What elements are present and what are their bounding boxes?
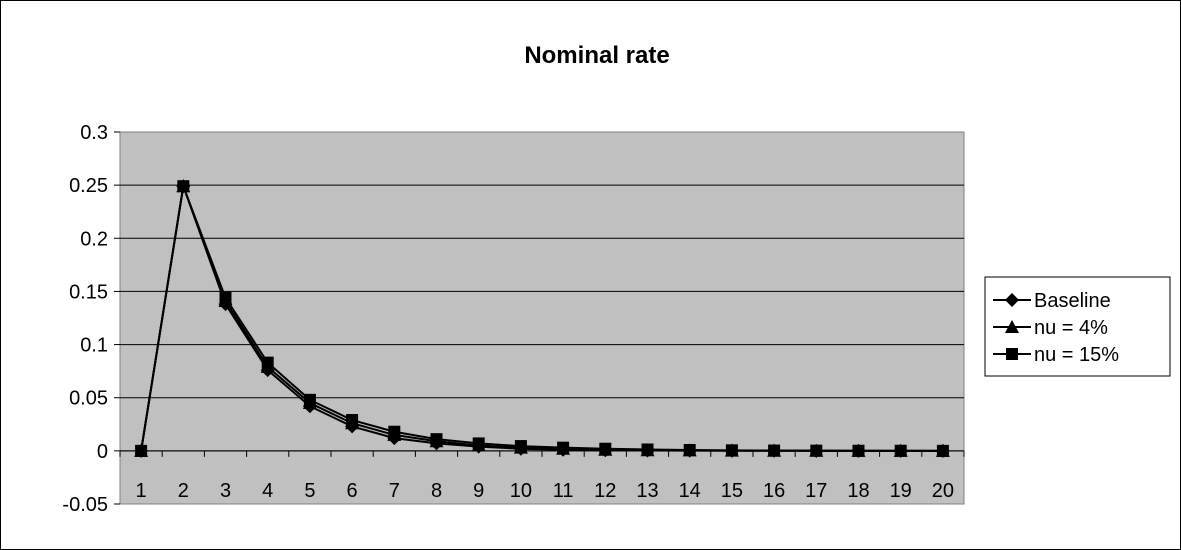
legend-entry: Baseline xyxy=(993,290,1111,312)
x-tick-label: 18 xyxy=(847,480,869,502)
y-tick-label: 0.1 xyxy=(80,335,108,357)
data-point xyxy=(936,444,949,457)
data-point xyxy=(430,433,443,446)
x-tick-label: 9 xyxy=(473,480,484,502)
series-3 xyxy=(135,180,949,457)
series-layer xyxy=(134,179,950,458)
x-tick-label: 10 xyxy=(510,480,532,502)
chart-title: Nominal rate xyxy=(524,42,669,69)
data-point xyxy=(810,444,823,457)
data-point xyxy=(303,393,316,406)
data-point xyxy=(683,444,696,457)
y-tick-label: 0.2 xyxy=(80,228,108,250)
y-tick-label: 0 xyxy=(97,441,108,463)
x-tick-label: 7 xyxy=(389,480,400,502)
y-tick-label: 0.3 xyxy=(80,122,108,144)
legend-entry: nu = 4% xyxy=(993,317,1108,339)
x-tick-label: 11 xyxy=(553,480,574,502)
legend-label: Baseline xyxy=(1034,290,1111,312)
x-tick-label: 13 xyxy=(636,480,658,502)
data-point xyxy=(472,437,485,450)
x-tick-label: 19 xyxy=(890,480,912,502)
data-point xyxy=(261,356,274,369)
y-tick-label: 0.25 xyxy=(69,175,108,197)
x-tick-label: 12 xyxy=(594,480,616,502)
legend-label: nu = 4% xyxy=(1034,317,1108,339)
y-tick-label: -0.05 xyxy=(62,494,108,516)
legend-marker xyxy=(1005,293,1019,307)
x-tick-label: 8 xyxy=(431,480,442,502)
data-point xyxy=(219,291,232,304)
x-tick-label: 5 xyxy=(304,480,315,502)
data-point xyxy=(599,442,612,455)
x-tick-label: 15 xyxy=(721,480,743,502)
x-tick-label: 1 xyxy=(136,480,147,502)
data-point xyxy=(135,444,148,457)
x-tick-label: 17 xyxy=(805,480,827,502)
x-tick-label: 2 xyxy=(178,480,189,502)
x-tick-label: 3 xyxy=(220,480,231,502)
data-point xyxy=(514,440,527,453)
data-point xyxy=(852,444,865,457)
y-tick-label: 0.15 xyxy=(69,281,108,303)
legend-entry: nu = 15% xyxy=(993,344,1119,366)
data-point xyxy=(388,425,401,438)
data-point xyxy=(557,441,570,454)
legend: Baseline nu = 4% nu = 15% xyxy=(984,276,1171,377)
x-tick-label: 4 xyxy=(262,480,273,502)
y-axis-ticks: 0.3 0.25 0.2 0.15 0.1 0.05 0 -0.05 xyxy=(62,122,120,516)
data-point xyxy=(177,180,190,193)
data-point xyxy=(894,444,907,457)
x-axis: 1 2 3 4 5 6 7 8 9 10 11 12 13 14 15 16 17 18 19 20 xyxy=(119,450,965,502)
data-point xyxy=(725,444,738,457)
plot-area xyxy=(119,131,965,505)
legend-label: nu = 15% xyxy=(1034,344,1119,366)
data-point xyxy=(768,444,781,457)
x-tick-label: 16 xyxy=(763,480,785,502)
legend-marker xyxy=(1006,348,1018,360)
x-tick-label: 14 xyxy=(679,480,701,502)
x-tick-label: 20 xyxy=(932,480,954,502)
series-line xyxy=(140,182,943,452)
legend-marker xyxy=(1005,320,1019,333)
y-tick-label: 0.05 xyxy=(69,388,108,410)
x-tick-label: 6 xyxy=(347,480,358,502)
data-point xyxy=(346,414,359,427)
data-point xyxy=(641,443,654,456)
